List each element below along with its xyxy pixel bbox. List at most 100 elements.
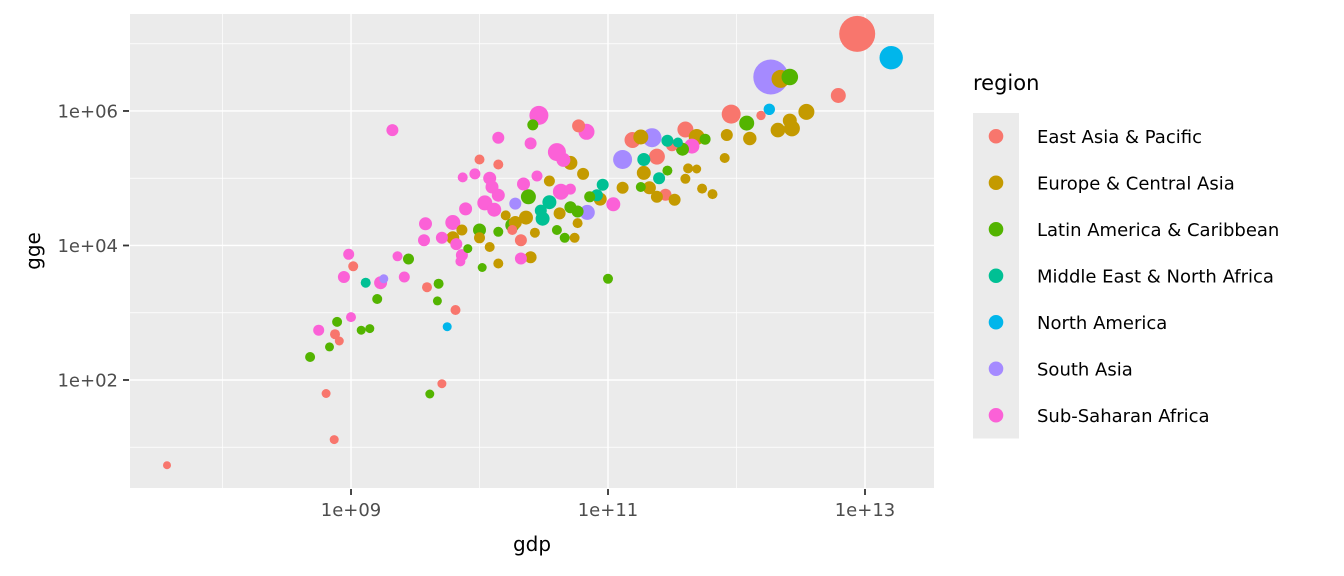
data-point	[719, 153, 730, 163]
data-point	[456, 224, 468, 236]
data-point	[484, 242, 495, 252]
legend-label: Europe & Central Asia	[1037, 173, 1235, 194]
data-point	[477, 263, 487, 272]
legend-label: South Asia	[1037, 359, 1133, 380]
data-point	[577, 167, 590, 180]
data-point	[398, 271, 410, 283]
data-point	[662, 165, 673, 176]
data-point	[524, 251, 537, 264]
data-point	[473, 223, 486, 237]
data-point	[542, 195, 557, 210]
data-point	[879, 46, 903, 70]
y-axis-title: gge	[21, 232, 45, 270]
data-point	[584, 191, 596, 203]
data-point	[455, 256, 466, 267]
data-point	[379, 274, 389, 284]
data-point	[531, 170, 543, 182]
data-point	[672, 137, 683, 148]
data-point	[329, 435, 339, 445]
data-point	[683, 163, 694, 174]
data-point	[514, 252, 527, 265]
legend: region East Asia & Pacific Europe & Centr…	[973, 71, 1279, 439]
legend-label: Middle East & North Africa	[1037, 266, 1274, 287]
data-point	[360, 277, 371, 288]
data-point	[721, 104, 741, 124]
data-point	[422, 282, 432, 293]
data-point	[334, 336, 344, 346]
x-tick-label: 1e+13	[835, 500, 896, 521]
data-points-layer	[163, 15, 903, 470]
data-point	[680, 173, 691, 184]
data-point	[493, 226, 504, 237]
x-axis: 1e+09 1e+11 1e+13	[321, 489, 896, 521]
data-point	[348, 261, 359, 272]
data-point	[707, 189, 718, 200]
data-point	[603, 273, 613, 284]
y-tick-label: 1e+02	[57, 370, 118, 391]
data-point	[437, 379, 447, 389]
data-point	[572, 218, 583, 229]
data-point	[491, 188, 505, 202]
data-point	[517, 177, 530, 191]
data-point	[559, 232, 570, 243]
data-point	[556, 152, 571, 167]
x-axis-title: gdp	[513, 532, 551, 556]
data-point	[450, 238, 463, 251]
data-point	[579, 204, 595, 220]
data-point	[534, 204, 547, 217]
data-point	[432, 296, 442, 306]
data-point	[739, 115, 755, 131]
data-point	[163, 461, 171, 470]
legend-item: Middle East & North Africa	[973, 252, 1274, 299]
plot-panel	[130, 14, 934, 488]
data-point	[442, 322, 452, 332]
legend-label: East Asia & Pacific	[1037, 127, 1202, 148]
x-tick-label: 1e+09	[321, 500, 382, 521]
data-point	[343, 248, 355, 260]
legend-item: Latin America & Caribbean	[973, 206, 1279, 253]
data-point	[572, 119, 586, 133]
data-point	[493, 258, 504, 269]
data-point	[527, 119, 539, 131]
data-point	[419, 217, 432, 231]
data-point	[648, 148, 665, 165]
data-point	[418, 234, 430, 247]
legend-dot	[988, 268, 1004, 284]
data-point	[463, 244, 473, 254]
data-point	[330, 329, 340, 340]
data-point	[543, 175, 555, 187]
y-tick-label: 1e+06	[57, 101, 118, 122]
data-point	[636, 165, 651, 180]
data-point	[392, 251, 403, 262]
data-point	[450, 305, 461, 315]
y-tick-label: 1e+04	[57, 236, 118, 257]
legend-dot	[988, 361, 1004, 377]
data-point	[365, 324, 375, 334]
data-point	[743, 131, 757, 146]
data-point	[305, 352, 316, 362]
legend-label: Latin America & Caribbean	[1037, 220, 1279, 241]
data-point	[692, 164, 702, 174]
legend-items: East Asia & Pacific Europe & Central Asia…	[973, 113, 1279, 439]
data-point	[529, 227, 540, 238]
data-point	[770, 122, 786, 138]
data-point	[474, 232, 485, 244]
data-point	[372, 294, 383, 304]
data-point	[332, 316, 343, 327]
data-point	[337, 271, 350, 283]
legend-item: East Asia & Pacific	[973, 113, 1202, 160]
data-point	[782, 113, 797, 128]
data-point	[500, 210, 511, 221]
data-point	[386, 124, 399, 137]
data-point	[445, 215, 461, 230]
data-point	[606, 197, 621, 212]
data-point	[720, 129, 733, 141]
data-point	[469, 168, 481, 180]
data-point	[507, 225, 518, 235]
data-point	[509, 197, 522, 210]
data-point	[552, 183, 569, 200]
data-point	[514, 234, 527, 247]
legend-label: North America	[1037, 313, 1167, 334]
y-axis: 1e+02 1e+04 1e+06	[57, 101, 129, 391]
data-point	[433, 278, 444, 289]
